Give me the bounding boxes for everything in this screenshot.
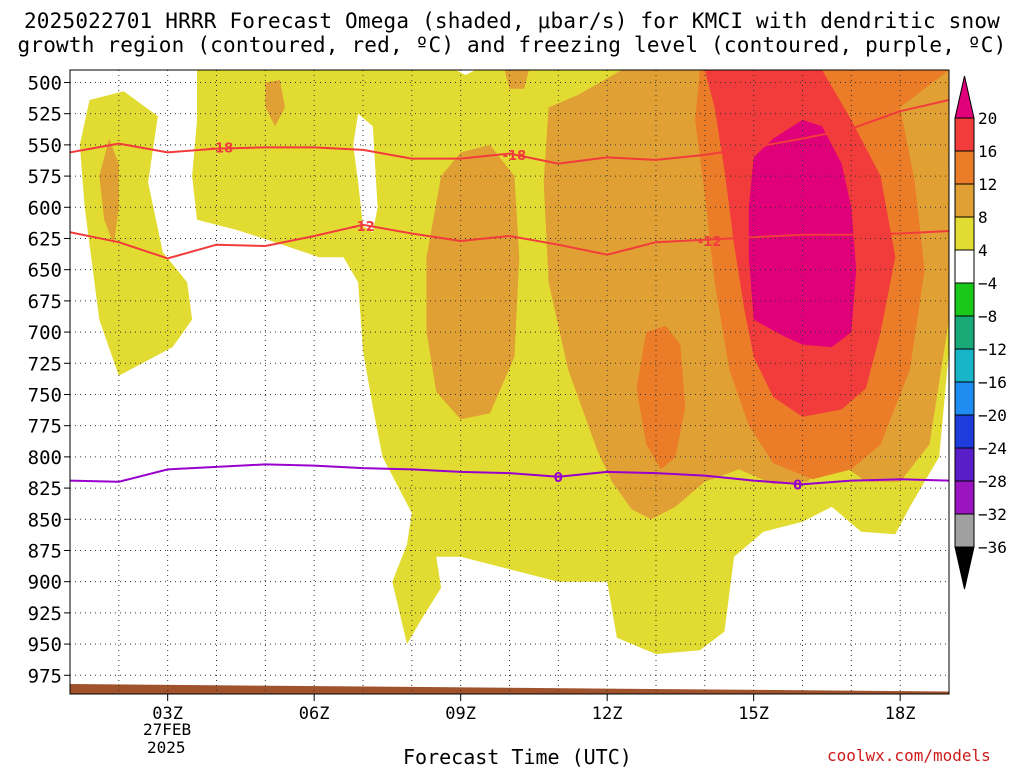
colorbar-swatch-4 xyxy=(954,216,975,251)
y-tick-label-975: 975 xyxy=(28,665,62,687)
chart-title-line-1: 2025022701 HRRR Forecast Omega (shaded, … xyxy=(23,9,1001,33)
colorbar-label-8: −16 xyxy=(978,373,1007,392)
omega-region-4 xyxy=(265,80,285,127)
y-tick-label-875: 875 xyxy=(28,540,62,562)
colorbar: 20 16 12 8 4 −4 −8 −12 −16 −20 −24 −28 −32 −36 xyxy=(954,75,1007,590)
colorbar-label-11: −28 xyxy=(978,472,1007,491)
colorbar-label-4: 4 xyxy=(978,241,988,260)
omega-region-0 xyxy=(79,91,193,376)
contour-line--18-0 xyxy=(70,99,949,165)
y-tick-label-525: 525 xyxy=(28,104,62,126)
contour-line--12-1 xyxy=(70,223,949,260)
terrain-fill xyxy=(70,684,949,694)
colorbar-label-10: −24 xyxy=(978,439,1007,458)
omega-region-2 xyxy=(353,113,378,233)
omega-region-11 xyxy=(748,119,857,348)
site-credit: coolwx.com/models xyxy=(827,746,991,765)
colorbar-label-1: 16 xyxy=(978,142,997,161)
omega-region-9 xyxy=(636,325,686,470)
colorbar-swatch-3 xyxy=(954,183,975,218)
contour-label-4: 0 xyxy=(554,471,563,486)
colorbar-label-5: −4 xyxy=(978,274,997,293)
colorbar-label-6: −8 xyxy=(978,307,997,326)
contour-line-0-2 xyxy=(70,463,949,486)
y-tick-label-700: 700 xyxy=(28,322,62,344)
x-tick-label-03Z: 03Z xyxy=(152,704,183,724)
colorbar-swatch-2 xyxy=(954,150,975,185)
plot-frame xyxy=(69,69,950,695)
y-tick-label-900: 900 xyxy=(28,572,62,594)
y-tick-label-725: 725 xyxy=(28,353,62,375)
omega-region-6 xyxy=(426,144,520,420)
y-tick-label-750: 750 xyxy=(28,384,62,406)
colorbar-arrow-top xyxy=(954,75,975,119)
colorbar-label-3: 8 xyxy=(978,208,988,227)
x-tick-label-12Z: 12Z xyxy=(592,704,623,724)
colorbar-label-13: −36 xyxy=(978,538,1007,557)
x-axis: 03Z 06Z 09Z 12Z 15Z 18Z xyxy=(152,694,916,724)
y-tick-label-650: 650 xyxy=(28,260,62,282)
contour-labels: -18 -18 -12 -12 0 0 xyxy=(210,141,803,493)
colorbar-arrow-bottom xyxy=(954,546,975,590)
contour-label-1: -18 xyxy=(503,149,527,164)
colorbar-label-12: −32 xyxy=(978,505,1007,524)
colorbar-swatch-6 xyxy=(954,282,975,317)
omega-shaded-regions xyxy=(79,70,949,655)
colorbar-swatch-13 xyxy=(954,513,975,548)
omega-region-3 xyxy=(99,138,119,245)
colorbar-label-0: 20 xyxy=(978,109,997,128)
x-axis-title: Forecast Time (UTC) xyxy=(403,745,632,769)
y-tick-label-950: 950 xyxy=(28,634,62,656)
y-tick-label-775: 775 xyxy=(28,416,62,438)
y-tick-label-800: 800 xyxy=(28,447,62,469)
colorbar-swatch-5 xyxy=(954,249,975,284)
x-tick-label-09Z: 09Z xyxy=(445,704,476,724)
colorbar-swatch-1 xyxy=(954,117,975,152)
omega-region-5 xyxy=(504,70,529,89)
y-tick-label-500: 500 xyxy=(28,72,62,94)
y-tick-label-550: 550 xyxy=(28,135,62,157)
contour-lines xyxy=(70,99,949,486)
colorbar-swatch-10 xyxy=(954,414,975,449)
colorbar-swatch-8 xyxy=(954,348,975,383)
colorbar-swatch-9 xyxy=(954,381,975,416)
date-label-year: 2025 xyxy=(147,738,186,757)
date-label-day: 27FEB xyxy=(143,720,192,739)
colorbar-label-9: −20 xyxy=(978,406,1007,425)
y-tick-label-600: 600 xyxy=(28,197,62,219)
colorbar-swatch-12 xyxy=(954,480,975,515)
colorbar-label-7: −12 xyxy=(978,340,1007,359)
contour-label-5: 0 xyxy=(793,478,802,493)
y-tick-label-625: 625 xyxy=(28,228,62,250)
colorbar-swatch-7 xyxy=(954,315,975,350)
x-tick-label-15Z: 15Z xyxy=(738,704,769,724)
chart-title-line-2: growth region (contoured, red, ºC) and f… xyxy=(17,33,1007,57)
y-tick-label-850: 850 xyxy=(28,509,62,531)
colorbar-swatch-11 xyxy=(954,447,975,482)
y-tick-label-925: 925 xyxy=(28,603,62,625)
x-tick-label-18Z: 18Z xyxy=(885,704,916,724)
y-tick-label-675: 675 xyxy=(28,291,62,313)
y-tick-label-575: 575 xyxy=(28,166,62,188)
contour-label-0: -18 xyxy=(210,141,234,156)
x-tick-label-06Z: 06Z xyxy=(299,704,330,724)
terrain-shading xyxy=(70,684,949,694)
colorbar-label-2: 12 xyxy=(978,175,997,194)
y-tick-label-825: 825 xyxy=(28,478,62,500)
contour-label-3: -12 xyxy=(698,235,722,250)
contour-label-2: -12 xyxy=(351,220,375,235)
y-axis: 500 525 550 575 600 625 650 675 700 725 750 775 800 8… xyxy=(28,72,70,687)
